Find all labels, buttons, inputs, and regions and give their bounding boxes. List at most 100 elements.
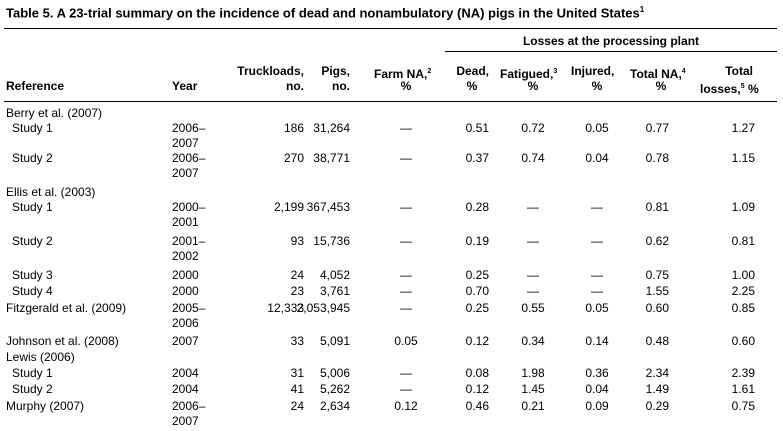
header-reference: Reference	[6, 79, 65, 93]
cell-total-na: 0.75	[645, 268, 669, 282]
cell-year: 2000–	[172, 200, 206, 214]
cell-truckloads: 270	[283, 151, 304, 165]
cell-total-na: 2.34	[645, 366, 669, 380]
cell-total-na: 1.55	[645, 284, 669, 298]
cell-pigs: 4,052	[319, 268, 350, 282]
header-farm-na-label: Farm NA,	[374, 67, 428, 81]
cell-farm-na: —	[400, 268, 412, 282]
cell-injured: 0.04	[585, 151, 609, 165]
cell-pigs: 31,264	[313, 121, 350, 135]
cell-total-na: 0.29	[645, 399, 669, 413]
top-rule	[4, 28, 777, 29]
cell-fatigued: —	[527, 234, 539, 248]
cell-year: 2004	[172, 366, 199, 380]
group-header: Losses at the processing plant	[522, 34, 700, 48]
cell-injured: 0.05	[585, 121, 609, 135]
cell-dead: 0.25	[465, 301, 489, 315]
cell-dead: 0.25	[465, 268, 489, 282]
cell-total-na: 0.48	[645, 334, 669, 348]
cell-total-losses: 1.61	[731, 382, 755, 396]
cell-reference: Study 3	[12, 268, 53, 282]
cell-truckloads: 23	[290, 284, 304, 298]
cell-pigs: 5,091	[319, 334, 350, 348]
header-total-losses-label: losses,	[700, 82, 741, 96]
header-pigs-line2: no.	[332, 79, 350, 93]
table-title: Table 5. A 23-trial summary on the incid…	[6, 5, 644, 20]
cell-fatigued: 0.72	[521, 121, 545, 135]
table-title-text: Table 5. A 23-trial summary on the incid…	[6, 5, 640, 21]
cell-year: 2001–	[172, 234, 206, 248]
cell-farm-na: —	[400, 284, 412, 298]
cell-reference: Study 1	[12, 121, 53, 135]
cell-reference: Ellis et al. (2003)	[6, 185, 96, 199]
cell-injured: 0.14	[585, 334, 609, 348]
cell-total-losses: 2.39	[731, 366, 755, 380]
cell-dead: 0.08	[465, 366, 489, 380]
header-truckloads-line1: Truckloads,	[237, 64, 304, 78]
cell-year: 2002	[172, 249, 199, 263]
cell-injured: —	[591, 200, 603, 214]
cell-reference: Lewis (2006)	[6, 350, 75, 364]
cell-farm-na: —	[400, 121, 412, 135]
cell-dead: 0.46	[465, 399, 489, 413]
cell-fatigued: 0.74	[521, 151, 545, 165]
cell-injured: 0.04	[585, 382, 609, 396]
cell-fatigued: —	[527, 284, 539, 298]
cell-pigs: 38,771	[313, 151, 350, 165]
cell-total-losses: 0.60	[731, 334, 755, 348]
cell-reference: Study 4	[12, 284, 53, 298]
cell-total-losses: 1.00	[731, 268, 755, 282]
cell-year: 2007	[172, 136, 199, 150]
cell-pigs: 5,262	[319, 382, 350, 396]
cell-year: 2006–	[172, 121, 206, 135]
cell-fatigued: 0.55	[521, 301, 545, 315]
cell-total-losses: 1.09	[731, 200, 755, 214]
cell-injured: —	[591, 284, 603, 298]
cell-total-na: 1.49	[645, 382, 669, 396]
header-injured: Injured,	[571, 64, 615, 78]
cell-total-losses: 1.15	[731, 151, 755, 165]
cell-pigs: 367,453	[306, 200, 350, 214]
header-truckloads-line2: no.	[286, 79, 304, 93]
header-fatigued: Fatigued,3	[500, 64, 557, 82]
cell-truckloads: 33	[290, 334, 304, 348]
cell-reference: Study 1	[12, 200, 53, 214]
cell-truckloads: 41	[290, 382, 304, 396]
cell-reference: Study 2	[12, 234, 53, 248]
cell-fatigued: —	[527, 268, 539, 282]
cell-year: 2007	[172, 414, 199, 428]
group-header-rule	[445, 51, 777, 52]
table-title-footnote: 1	[639, 5, 645, 14]
cell-reference: Murphy (2007)	[6, 399, 85, 413]
cell-dead: 0.37	[465, 151, 489, 165]
cell-year: 2007	[172, 166, 199, 180]
header-total-na: Total NA,4	[630, 64, 686, 82]
cell-truckloads: 12,333	[267, 301, 304, 315]
header-total-losses-unit: %	[747, 82, 759, 96]
header-dead-unit: %	[466, 79, 478, 93]
cell-reference: Johnson et al. (2008)	[6, 334, 119, 348]
cell-injured: 0.09	[585, 399, 609, 413]
cell-total-losses: 0.81	[731, 234, 755, 248]
cell-total-na: 0.77	[645, 121, 669, 135]
cell-reference: Study 1	[12, 366, 53, 380]
cell-dead: 0.19	[465, 234, 489, 248]
cell-year: 2006–	[172, 151, 206, 165]
cell-injured: 0.05	[585, 301, 609, 315]
cell-farm-na: 0.12	[394, 399, 418, 413]
header-total-na-unit: %	[655, 79, 667, 93]
header-rule	[4, 101, 777, 102]
cell-dead: 0.12	[465, 382, 489, 396]
header-farm-na-unit: %	[400, 79, 412, 93]
header-total-losses-line1: Total	[725, 64, 753, 78]
cell-fatigued: —	[527, 200, 539, 214]
cell-farm-na: 0.05	[394, 334, 418, 348]
cell-reference: Study 2	[12, 382, 53, 396]
cell-truckloads: 2,199	[273, 200, 304, 214]
cell-farm-na: —	[400, 234, 412, 248]
cell-truckloads: 24	[290, 399, 304, 413]
cell-dead: 0.51	[465, 121, 489, 135]
cell-dead: 0.70	[465, 284, 489, 298]
cell-total-losses: 1.27	[731, 121, 755, 135]
cell-truckloads: 186	[283, 121, 304, 135]
